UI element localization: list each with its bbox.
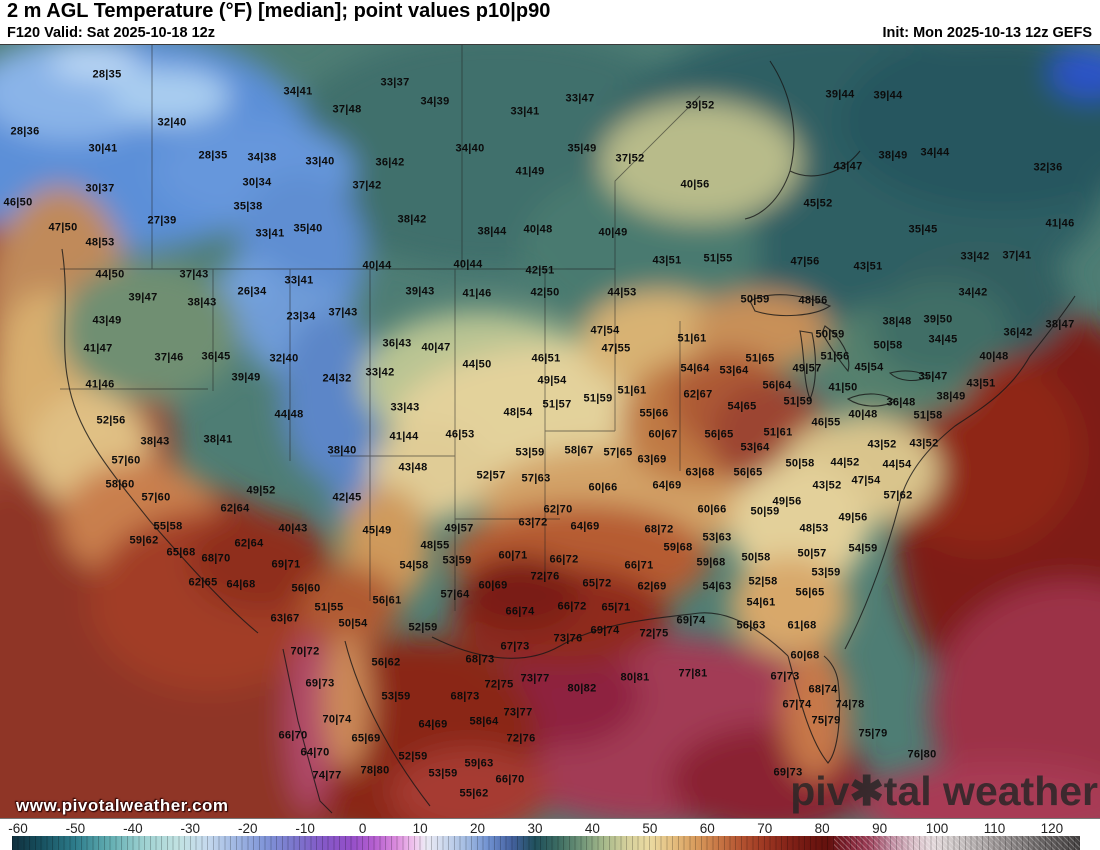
colorbar-tick-label: 20 (470, 821, 486, 836)
colorbar-hatch-overlay (833, 836, 1080, 850)
colorbar-cell-separators (12, 836, 1080, 850)
colorbar-tick-label: -10 (295, 821, 315, 836)
colorbar-tick-label: 100 (925, 821, 949, 836)
colorbar-tick-label: -60 (8, 821, 28, 836)
colorbar-tick-label: 60 (699, 821, 715, 836)
colorbar-tick-label: -40 (123, 821, 143, 836)
coastlines (61, 60, 1076, 814)
colorbar-tick-label: 10 (412, 821, 428, 836)
colorbar-tick-label: 30 (527, 821, 543, 836)
site-url-watermark: www.pivotalweather.com (16, 796, 229, 815)
colorbar-tick-label: 90 (872, 821, 888, 836)
colorbar-tick-label: 70 (757, 821, 773, 836)
brand-watermark: piv✱tal weather (790, 768, 1098, 814)
colorbar-tick-label: -20 (237, 821, 258, 836)
temperature-map (0, 44, 1100, 819)
colorbar-tick-label: 40 (584, 821, 600, 836)
colorbar-tick-label: 80 (814, 821, 830, 836)
colorbar-gradient (12, 836, 1080, 850)
colorbar-tick-label: 110 (983, 821, 1006, 836)
colorbar-tick-label: -30 (180, 821, 201, 836)
colorbar-tick-label: 50 (642, 821, 658, 836)
temperature-colorbar: -60 -50 -40 -30 -20 -10 0 10 20 30 40 50 60 70 80 90 100… (0, 818, 1100, 850)
valid-time-label: F120 Valid: Sat 2025-10-18 12z (7, 25, 215, 41)
temperature-field-svg (0, 45, 1100, 819)
temperature-blobs (0, 45, 1100, 819)
border-lines (60, 45, 701, 611)
colorbar-tick-label: 0 (358, 821, 367, 836)
init-time-label: Init: Mon 2025-10-13 12z GEFS (882, 25, 1092, 41)
page-title: 2 m AGL Temperature (°F) [median]; point… (7, 0, 551, 22)
colorbar-tick-label: 120 (1040, 821, 1064, 836)
header: 2 m AGL Temperature (°F) [median]; point… (0, 0, 1100, 44)
colorbar-tick-label: -50 (65, 821, 86, 836)
